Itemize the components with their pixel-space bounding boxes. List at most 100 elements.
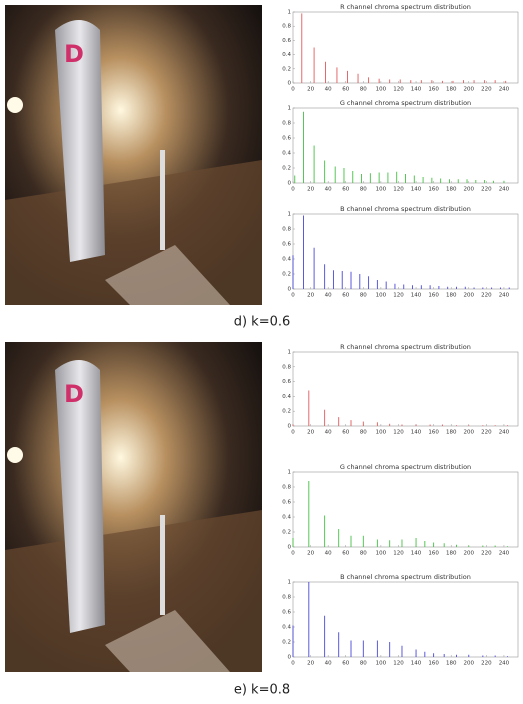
x-tick-label: 100: [376, 187, 387, 193]
y-tick-label: 0.6: [282, 242, 291, 248]
chart-title: G channel chroma spectrum distribution: [340, 99, 471, 107]
chart-title: G channel chroma spectrum distribution: [340, 463, 471, 471]
chart-title: R channel chroma spectrum distribution: [340, 3, 471, 11]
x-tick-label: 100: [376, 293, 387, 299]
x-tick-label: 240: [499, 187, 510, 193]
y-tick-label: 0.2: [282, 166, 291, 172]
x-tick-label: 20: [307, 293, 314, 299]
y-tick-label: 0.2: [282, 66, 291, 72]
x-tick-label: 160: [428, 187, 439, 193]
caption: d) k=0.6: [234, 315, 291, 330]
x-tick-label: 40: [325, 551, 332, 557]
plot-frame: [293, 352, 518, 426]
y-tick-label: 0.4: [282, 151, 291, 157]
y-tick-label: 1: [288, 580, 292, 586]
x-tick-label: 60: [342, 430, 349, 436]
y-tick-label: 0.6: [282, 379, 291, 385]
y-tick-label: 0.6: [282, 38, 291, 44]
x-tick-label: 100: [376, 661, 387, 667]
chart-title: B channel chroma spectrum distribution: [340, 573, 471, 581]
x-tick-label: 160: [428, 293, 439, 299]
x-tick-label: 20: [307, 551, 314, 557]
x-tick-label: 180: [446, 661, 457, 667]
x-tick-label: 60: [342, 551, 349, 557]
x-tick-label: 0: [291, 430, 295, 436]
y-tick-label: 0.2: [282, 272, 291, 278]
x-tick-label: 180: [446, 430, 457, 436]
y-tick-label: 0.4: [282, 52, 291, 58]
y-tick-label: 1: [288, 212, 292, 218]
chart-title: R channel chroma spectrum distribution: [340, 343, 471, 351]
x-tick-label: 140: [411, 430, 422, 436]
x-tick-label: 0: [291, 293, 295, 299]
x-tick-label: 20: [307, 430, 314, 436]
y-tick-label: 0.8: [282, 24, 291, 30]
svg-text:D: D: [64, 40, 84, 68]
x-tick-label: 120: [393, 430, 404, 436]
x-tick-label: 40: [325, 661, 332, 667]
x-tick-label: 100: [376, 87, 387, 93]
x-tick-label: 240: [499, 87, 510, 93]
x-tick-label: 200: [464, 87, 475, 93]
x-tick-label: 220: [481, 87, 492, 93]
y-tick-label: 0.6: [282, 500, 291, 506]
figure-canvas: D D d) k=0.6 e) k=0.8 R channel chroma s…: [0, 0, 523, 704]
x-tick-label: 200: [464, 551, 475, 557]
y-tick-label: 0.6: [282, 136, 291, 142]
x-tick-label: 160: [428, 430, 439, 436]
x-tick-label: 40: [325, 430, 332, 436]
x-tick-label: 60: [342, 187, 349, 193]
y-tick-label: 0.4: [282, 625, 291, 631]
x-tick-label: 180: [446, 293, 457, 299]
x-tick-label: 80: [360, 187, 367, 193]
x-tick-label: 80: [360, 87, 367, 93]
y-tick-label: 0.8: [282, 364, 291, 370]
plot-frame: [293, 582, 518, 657]
x-tick-label: 220: [481, 293, 492, 299]
y-tick-label: 0.6: [282, 610, 291, 616]
x-tick-label: 20: [307, 661, 314, 667]
y-tick-label: 0.8: [282, 227, 291, 233]
x-tick-label: 160: [428, 661, 439, 667]
x-tick-label: 20: [307, 187, 314, 193]
x-tick-label: 220: [481, 430, 492, 436]
y-tick-label: 0.8: [282, 121, 291, 127]
y-tick-label: 1: [288, 10, 292, 16]
x-tick-label: 80: [360, 430, 367, 436]
x-tick-label: 40: [325, 87, 332, 93]
x-tick-label: 240: [499, 661, 510, 667]
x-tick-label: 40: [325, 293, 332, 299]
y-tick-label: 0.4: [282, 394, 291, 400]
x-tick-label: 0: [291, 661, 295, 667]
x-tick-label: 220: [481, 187, 492, 193]
photo-d: D: [5, 5, 262, 305]
plot-frame: [293, 108, 518, 183]
x-tick-label: 200: [464, 187, 475, 193]
x-tick-label: 120: [393, 293, 404, 299]
x-tick-label: 160: [428, 87, 439, 93]
x-tick-label: 100: [376, 430, 387, 436]
y-tick-label: 0.8: [282, 595, 291, 601]
y-tick-label: 1: [288, 350, 292, 356]
x-tick-label: 240: [499, 430, 510, 436]
x-tick-label: 60: [342, 293, 349, 299]
svg-text:D: D: [64, 380, 84, 408]
x-tick-label: 0: [291, 187, 295, 193]
y-tick-label: 0.2: [282, 640, 291, 646]
x-tick-label: 180: [446, 87, 457, 93]
x-tick-label: 180: [446, 551, 457, 557]
x-tick-label: 240: [499, 293, 510, 299]
x-tick-label: 200: [464, 293, 475, 299]
plot-frame: [293, 12, 518, 83]
x-tick-label: 140: [411, 551, 422, 557]
y-tick-label: 0.2: [282, 409, 291, 415]
x-tick-label: 0: [291, 551, 295, 557]
plot-frame: [293, 214, 518, 289]
x-tick-label: 220: [481, 551, 492, 557]
x-tick-label: 120: [393, 87, 404, 93]
x-tick-label: 140: [411, 187, 422, 193]
x-tick-label: 0: [291, 87, 295, 93]
x-tick-label: 120: [393, 661, 404, 667]
x-tick-label: 140: [411, 661, 422, 667]
x-tick-label: 120: [393, 551, 404, 557]
